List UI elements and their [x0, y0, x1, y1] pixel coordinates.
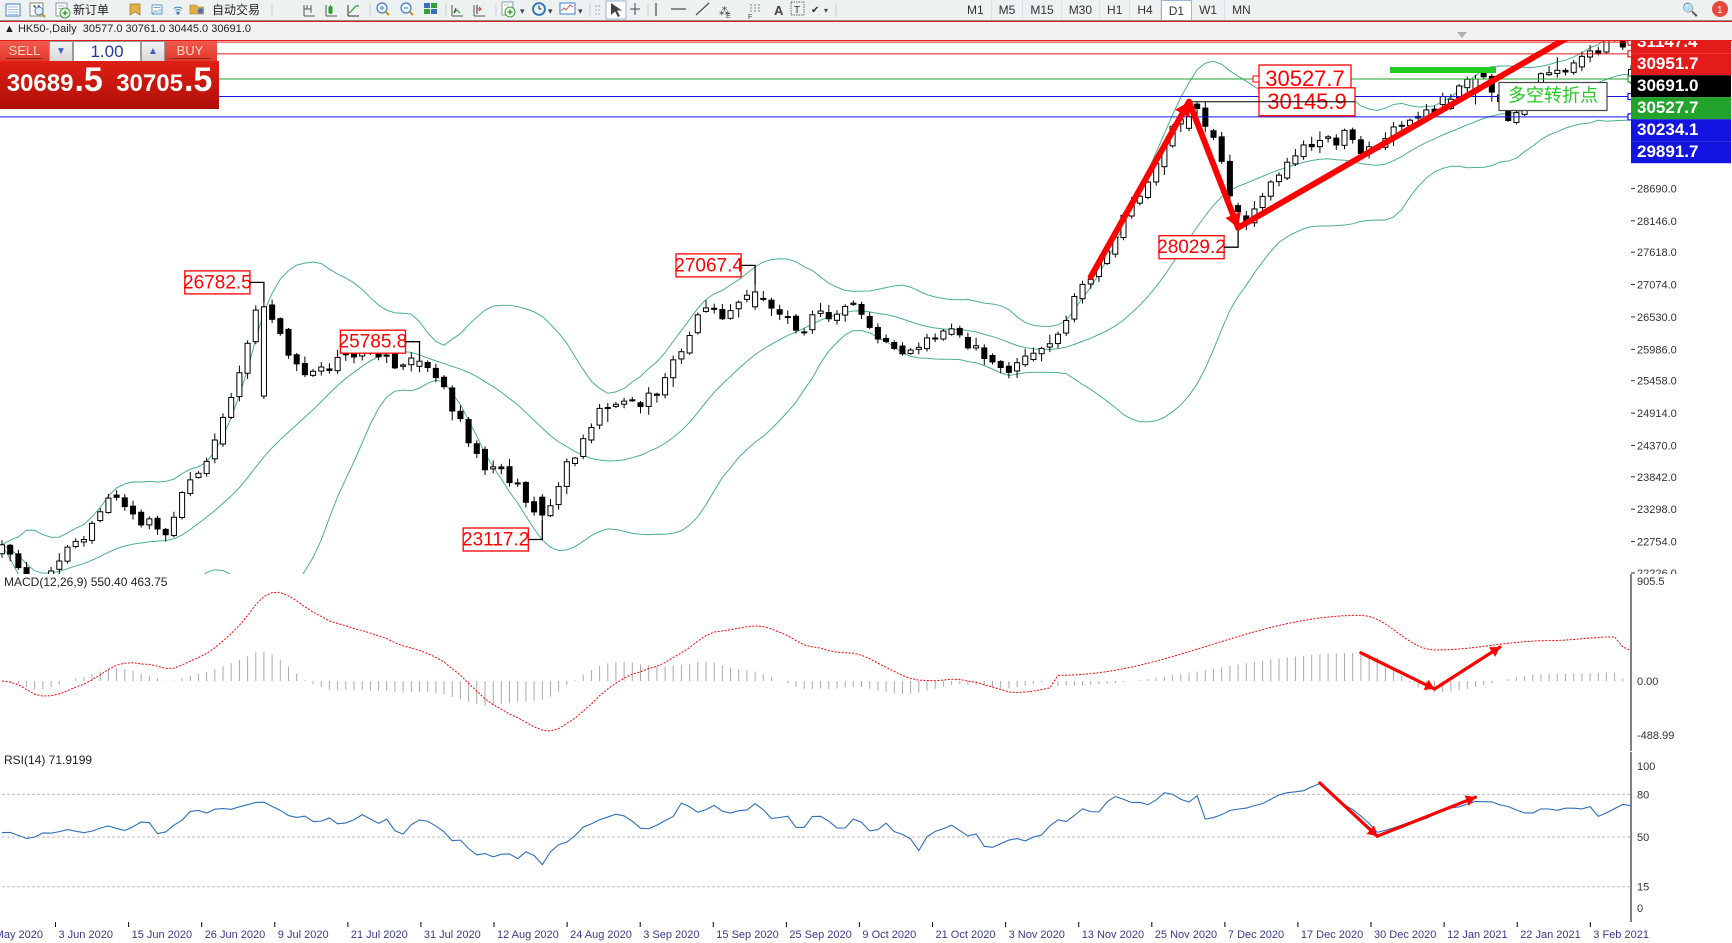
svg-text:9 Jul 2020: 9 Jul 2020	[278, 929, 329, 941]
svg-text:21 Jul 2020: 21 Jul 2020	[351, 929, 408, 941]
svg-text:17 Dec 2020: 17 Dec 2020	[1301, 929, 1363, 941]
svg-text:31147.4: 31147.4	[1637, 41, 1698, 51]
svg-text:30234.1: 30234.1	[1637, 120, 1698, 139]
svg-text:12 Aug 2020: 12 Aug 2020	[497, 929, 559, 941]
svg-text:🔍: 🔍	[1682, 1, 1698, 17]
svg-text:15 Sep 2020: 15 Sep 2020	[716, 929, 778, 941]
svg-text:7 Dec 2020: 7 Dec 2020	[1228, 929, 1284, 941]
svg-text:✔: ✔	[811, 5, 819, 16]
svg-text:22 Jan 2021: 22 Jan 2021	[1520, 929, 1581, 941]
svg-text:13 Nov 2020: 13 Nov 2020	[1082, 929, 1144, 941]
svg-text:100: 100	[1637, 761, 1655, 773]
svg-text:1: 1	[1717, 5, 1723, 16]
svg-text:2 May 2020: 2 May 2020	[0, 929, 43, 941]
svg-text:15 Jun 2020: 15 Jun 2020	[132, 929, 193, 941]
svg-text:29891.7: 29891.7	[1637, 142, 1698, 161]
svg-text:15: 15	[1637, 882, 1649, 894]
svg-text:新订单: 新订单	[73, 2, 109, 17]
svg-text:30691.0: 30691.0	[1637, 76, 1698, 95]
svg-text:0: 0	[1637, 903, 1643, 915]
svg-text:30951.7: 30951.7	[1637, 54, 1698, 73]
svg-text:3 Nov 2020: 3 Nov 2020	[1009, 929, 1065, 941]
svg-text:28029.2: 28029.2	[1157, 237, 1226, 258]
svg-text:30527.7: 30527.7	[1637, 98, 1698, 117]
svg-text:27067.4: 27067.4	[674, 255, 743, 276]
svg-text:21 Oct 2020: 21 Oct 2020	[936, 929, 996, 941]
svg-text:905.5: 905.5	[1637, 576, 1665, 588]
svg-text:3 Sep 2020: 3 Sep 2020	[643, 929, 699, 941]
svg-text:80: 80	[1637, 789, 1649, 801]
svg-text:26782.5: 26782.5	[183, 272, 252, 293]
svg-text:RSI(14) 71.9199: RSI(14) 71.9199	[4, 753, 92, 767]
svg-text:3 Feb 2021: 3 Feb 2021	[1593, 929, 1649, 941]
svg-text:25785.8: 25785.8	[339, 332, 408, 353]
svg-text:26 Jun 2020: 26 Jun 2020	[205, 929, 266, 941]
svg-text:E: E	[726, 13, 731, 20]
svg-text:-488.99: -488.99	[1637, 730, 1674, 742]
svg-text:9 Oct 2020: 9 Oct 2020	[862, 929, 916, 941]
svg-text:23117.2: 23117.2	[462, 530, 529, 551]
svg-text:▾: ▾	[548, 6, 553, 16]
svg-text:25 Sep 2020: 25 Sep 2020	[789, 929, 851, 941]
svg-text:24 Aug 2020: 24 Aug 2020	[570, 929, 632, 941]
svg-text:▾: ▾	[824, 6, 828, 15]
svg-text:自动交易: 自动交易	[212, 2, 260, 17]
svg-text:T: T	[794, 5, 800, 16]
svg-text:3 Jun 2020: 3 Jun 2020	[59, 929, 113, 941]
svg-text:MACD(12,26,9) 550.40 463.75: MACD(12,26,9) 550.40 463.75	[4, 575, 168, 589]
svg-text:0.00: 0.00	[1637, 676, 1658, 688]
svg-text:50: 50	[1637, 832, 1649, 844]
svg-text:A: A	[774, 3, 784, 18]
svg-text:12 Jan 2021: 12 Jan 2021	[1447, 929, 1508, 941]
svg-text:30 Dec 2020: 30 Dec 2020	[1374, 929, 1436, 941]
svg-text:多空转折点: 多空转折点	[1508, 86, 1598, 106]
svg-text:25 Nov 2020: 25 Nov 2020	[1155, 929, 1217, 941]
svg-text:▾: ▾	[578, 6, 583, 16]
svg-text:▾: ▾	[520, 6, 525, 16]
svg-text:31 Jul 2020: 31 Jul 2020	[424, 929, 481, 941]
